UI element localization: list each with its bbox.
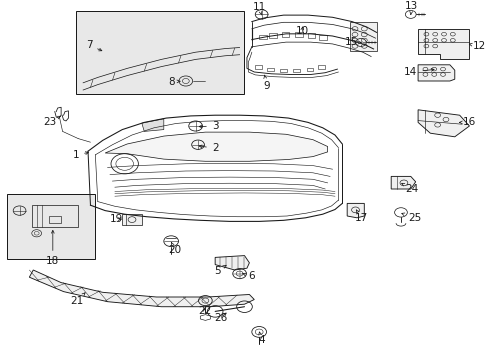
Bar [319, 35, 326, 40]
Text: 15: 15 [344, 37, 360, 48]
Text: 24: 24 [401, 183, 418, 194]
Polygon shape [105, 132, 327, 161]
Bar [307, 33, 315, 38]
Bar [32, 205, 78, 227]
Text: 26: 26 [214, 312, 227, 323]
Bar [293, 69, 300, 72]
Text: 1: 1 [72, 150, 88, 160]
Polygon shape [215, 256, 249, 270]
Bar [349, 22, 376, 51]
Bar [267, 68, 274, 71]
Polygon shape [346, 203, 364, 218]
Text: 9: 9 [263, 75, 269, 91]
Bar [306, 68, 313, 71]
Text: 4: 4 [258, 332, 264, 345]
Polygon shape [417, 110, 468, 137]
Bar [317, 65, 324, 69]
Text: 12: 12 [468, 41, 485, 51]
Polygon shape [142, 119, 163, 131]
Text: 21: 21 [70, 293, 85, 306]
Polygon shape [29, 270, 254, 307]
Text: 7: 7 [85, 40, 102, 51]
Bar [269, 33, 277, 38]
Text: 19: 19 [109, 214, 123, 224]
Bar [122, 214, 142, 225]
Text: 5: 5 [214, 265, 225, 276]
Text: 3: 3 [199, 121, 218, 131]
Text: 25: 25 [401, 213, 421, 223]
Polygon shape [417, 29, 468, 59]
Text: 17: 17 [354, 210, 368, 223]
Text: 22: 22 [197, 306, 211, 316]
Bar [76, 11, 244, 94]
Text: 18: 18 [46, 230, 60, 266]
Text: 13: 13 [404, 1, 418, 14]
Bar [281, 32, 289, 37]
Text: 14: 14 [403, 67, 433, 77]
Text: 2: 2 [199, 143, 218, 153]
Polygon shape [200, 315, 210, 320]
Text: 10: 10 [295, 26, 308, 36]
Bar [7, 194, 95, 259]
Polygon shape [417, 65, 454, 81]
Bar [255, 65, 262, 69]
Text: 20: 20 [168, 242, 181, 255]
Polygon shape [390, 176, 415, 189]
Bar [49, 216, 61, 223]
Bar [294, 32, 302, 37]
Bar [279, 69, 286, 72]
Text: 8: 8 [167, 77, 180, 87]
Text: 16: 16 [459, 117, 475, 127]
Text: 6: 6 [243, 271, 255, 282]
Text: 23: 23 [43, 116, 60, 127]
Bar [258, 35, 266, 39]
Text: 11: 11 [252, 2, 265, 15]
